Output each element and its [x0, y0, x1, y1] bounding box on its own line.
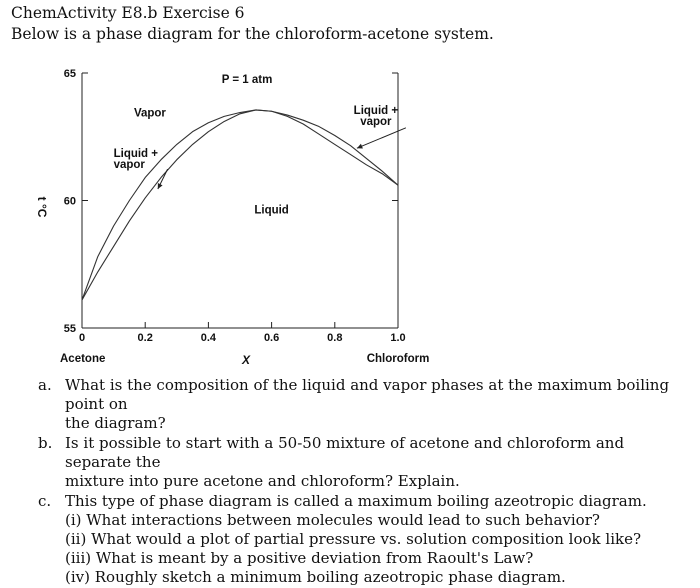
acetone-label: Acetone [60, 353, 105, 365]
question-text-line: Is it possible to start with a 50-50 mix… [65, 434, 625, 471]
x-tick-label: 0 [79, 332, 85, 344]
annotation-label: Liquid + vapor [114, 148, 159, 171]
y-tick-label: 65 [64, 68, 76, 80]
question-letter: b. [38, 434, 53, 452]
annotation-line: vapor [114, 159, 146, 171]
annotation-line: Liquid [254, 204, 289, 216]
x-axis-ticks: 0 0.2 0.4 0.6 0.8 1.0 [79, 322, 406, 344]
question-text-line: (iv) Roughly sketch a minimum boiling az… [65, 568, 566, 586]
x-tick-label: 0.6 [264, 332, 279, 344]
vapor-curve [81, 109, 399, 301]
question-text-line: (iii) What is meant by a positive deviat… [65, 549, 534, 567]
question-2: b. Is it possible to start with a 50-50 m… [38, 434, 688, 491]
question-text-line: mixture into pure acetone and chloroform… [65, 472, 460, 490]
exercise-intro: Below is a phase diagram for the chlorof… [11, 25, 494, 43]
question-3: c. This type of phase diagram is called a… [38, 492, 688, 587]
x-tick-label: 0.8 [327, 332, 342, 344]
y-tick-label: 60 [64, 196, 76, 208]
question-text-line: (i) What interactions between molecules … [65, 511, 600, 529]
pressure-label: P = 1 atm [222, 74, 273, 86]
exercise-heading: ChemActivity E8.b Exercise 6 Below is a … [11, 3, 494, 45]
question-text-line: the diagram? [65, 414, 166, 432]
y-axis-ticks: 65 60 55 [64, 68, 398, 335]
arrow-head [356, 143, 363, 149]
x-tick-label: 0.4 [201, 332, 217, 344]
annotation-line: Liquid + [354, 105, 399, 117]
y-tick-label: 55 [64, 323, 76, 335]
chloroform-label: Chloroform [367, 353, 430, 365]
question-text-line: (ii) What would a plot of partial pressu… [65, 530, 642, 548]
arrow-head [157, 183, 163, 190]
x-axis-label: X [241, 353, 251, 367]
annotation-line: Liquid + [114, 148, 159, 160]
exercise-title: ChemActivity E8.b Exercise 6 [11, 4, 245, 22]
y-axis-label: t °C [35, 197, 49, 218]
annotation-line: Vapor [134, 107, 166, 119]
question-letter: c. [38, 492, 52, 510]
annotation-label: Liquid [254, 204, 289, 216]
annotation-line: vapor [360, 116, 392, 128]
x-tick-label: 0.2 [138, 332, 153, 344]
question-text-line: This type of phase diagram is called a m… [65, 492, 647, 510]
question-letter: a. [38, 376, 52, 394]
liquidus-curve [81, 109, 399, 301]
phase-curves [81, 109, 399, 301]
x-tick-label: 1.0 [390, 332, 405, 344]
question-1: a. What is the composition of the liquid … [38, 376, 688, 433]
question-list: a. What is the composition of the liquid … [38, 376, 688, 588]
question-text-line: What is the composition of the liquid an… [65, 376, 670, 413]
annotation-label: Liquid + vapor [354, 105, 399, 128]
annotation-label: Vapor [134, 107, 166, 119]
annotation-arrow [356, 127, 407, 149]
